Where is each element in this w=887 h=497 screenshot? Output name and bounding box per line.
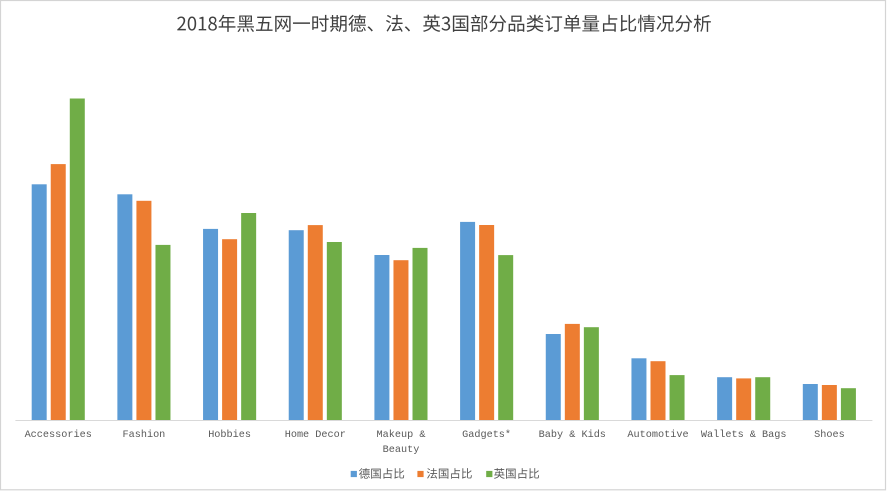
- svg-text:Hobbies: Hobbies: [208, 429, 251, 441]
- svg-text:Wallets & Bags: Wallets & Bags: [701, 429, 787, 441]
- svg-text:Shoes: Shoes: [814, 429, 845, 441]
- svg-text:Beauty: Beauty: [383, 445, 420, 456]
- svg-text:Home Decor: Home Decor: [285, 430, 346, 441]
- svg-text:Automotive: Automotive: [627, 429, 688, 441]
- svg-text:Fashion: Fashion: [123, 429, 166, 441]
- svg-text:Baby & Kids: Baby & Kids: [539, 429, 606, 441]
- svg-text:Gadgets*: Gadgets*: [462, 429, 511, 441]
- svg-text:Accessories: Accessories: [25, 429, 92, 441]
- svg-text:Makeup &: Makeup &: [377, 429, 426, 441]
